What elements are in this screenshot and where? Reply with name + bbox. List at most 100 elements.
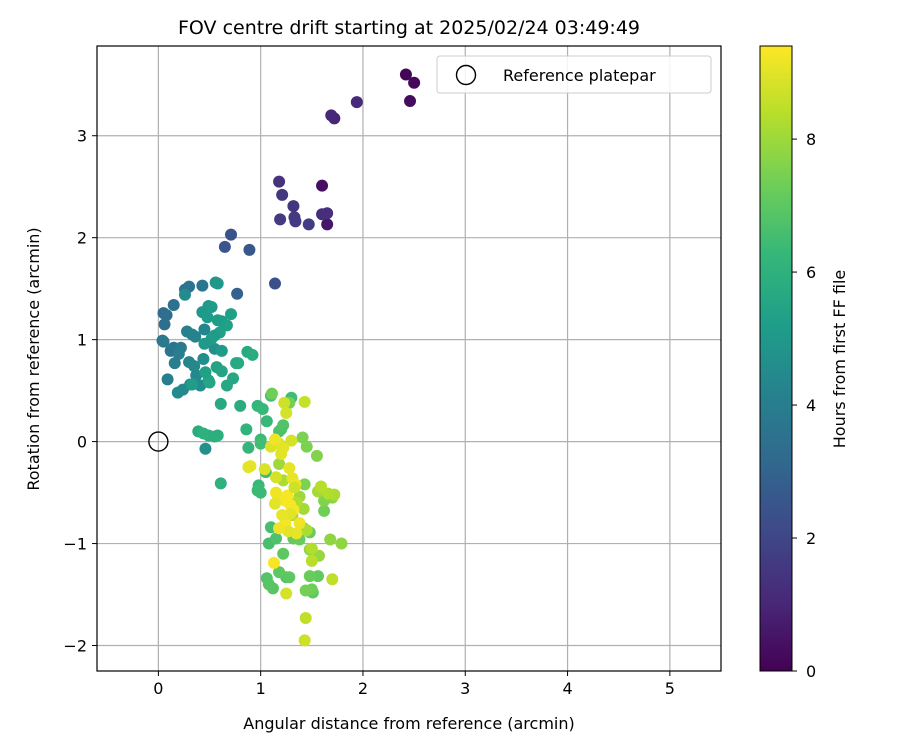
data-point [188, 360, 201, 373]
x-tick-label: 4 [562, 679, 572, 698]
data-point [303, 570, 316, 583]
data-point [218, 240, 231, 253]
data-point [203, 376, 216, 389]
data-point [283, 462, 296, 475]
data-point [232, 357, 245, 370]
data-point [282, 525, 295, 538]
data-point [298, 395, 311, 408]
y-tick-label: 3 [77, 127, 87, 146]
colorbar-ticks: 0 2 4 6 8 [792, 130, 816, 681]
data-point [315, 480, 328, 493]
data-point [324, 533, 337, 546]
data-point [268, 277, 281, 290]
data-point [189, 330, 202, 343]
data-point [321, 207, 334, 220]
data-point [225, 228, 238, 241]
data-point [190, 369, 203, 382]
colorbar-gradient [759, 45, 793, 672]
data-point [266, 582, 279, 595]
data-point [267, 556, 280, 569]
data-point [225, 308, 238, 321]
data-point [288, 481, 301, 494]
y-axis: −2 −1 0 1 2 3 [63, 127, 97, 656]
data-point [280, 407, 293, 420]
data-point [186, 378, 199, 391]
plot-area: 0 1 2 3 4 5 −2 −1 0 1 2 3 [63, 45, 722, 698]
y-axis-label: Rotation from reference (arcmin) [24, 227, 43, 490]
data-point [270, 471, 283, 484]
data-point [242, 441, 255, 454]
data-point [198, 323, 211, 336]
data-point [197, 427, 210, 440]
data-point [316, 179, 329, 192]
data-point [178, 288, 191, 301]
data-point [280, 587, 293, 600]
plot-frame [96, 45, 722, 672]
data-point [335, 537, 348, 550]
colorbar-tick-label: 2 [806, 529, 816, 548]
legend-marker-reference [455, 64, 477, 86]
data-point [160, 309, 173, 322]
legend: Reference platepar [436, 55, 712, 94]
reference-marker [148, 431, 169, 452]
colorbar: 0 2 4 6 8 Hours from first FF file [759, 45, 849, 681]
x-tick-label: 2 [358, 679, 368, 698]
data-point [325, 109, 338, 122]
data-point [299, 584, 312, 597]
data-point [277, 547, 290, 560]
data-point [171, 386, 184, 399]
data-point [254, 437, 267, 450]
data-point [254, 486, 267, 499]
data-point [270, 532, 283, 545]
data-point [281, 489, 294, 502]
data-point [199, 366, 212, 379]
data-point [299, 611, 312, 624]
data-point [277, 419, 290, 432]
x-tick-label: 1 [256, 679, 266, 698]
data-point [234, 399, 247, 412]
data-point [298, 634, 311, 647]
data-point [231, 287, 244, 300]
data-point [298, 478, 311, 491]
y-tick-label: −2 [63, 637, 87, 656]
y-tick-label: −1 [63, 535, 87, 554]
data-point [211, 277, 224, 290]
data-point [273, 175, 286, 188]
data-point [215, 344, 228, 357]
data-point [305, 554, 318, 567]
x-tick-label: 3 [460, 679, 470, 698]
data-point [215, 365, 228, 378]
colorbar-tick-label: 6 [806, 263, 816, 282]
data-point [275, 447, 288, 460]
colorbar-tick-label: 8 [806, 130, 816, 149]
data-point [278, 396, 291, 409]
data-point [211, 429, 224, 442]
legend-label-reference: Reference platepar [503, 66, 656, 85]
y-tick-label: 0 [77, 433, 87, 452]
data-point [350, 96, 363, 109]
data-point [265, 387, 278, 400]
data-point [268, 433, 281, 446]
data-point [214, 397, 227, 410]
colorbar-tick-label: 0 [806, 662, 816, 681]
data-point [276, 509, 289, 522]
reference-layer [148, 431, 169, 452]
data-point [300, 440, 313, 453]
data-point [157, 335, 170, 348]
data-point [285, 434, 298, 447]
data-point [283, 571, 296, 584]
data-point [214, 477, 227, 490]
data-point [293, 517, 306, 530]
data-point [201, 311, 214, 324]
data-point [268, 497, 281, 510]
data-point [168, 357, 181, 370]
x-axis: 0 1 2 3 4 5 [153, 671, 675, 698]
data-point [273, 458, 286, 471]
data-point [198, 337, 211, 350]
scatter-points [156, 68, 421, 647]
data-point [273, 522, 286, 535]
data-point [408, 76, 421, 89]
data-point [289, 215, 302, 228]
data-point [318, 504, 331, 517]
data-point [287, 200, 300, 213]
